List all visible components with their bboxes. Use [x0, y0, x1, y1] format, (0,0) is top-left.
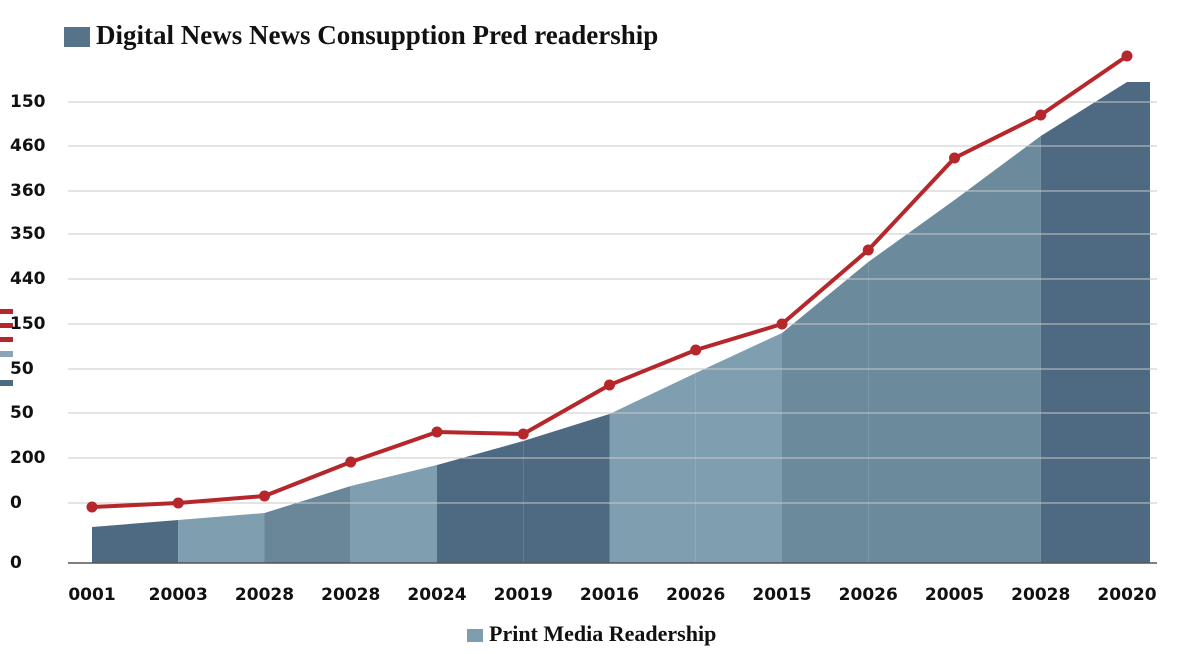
- legend-fragment: [0, 351, 13, 357]
- area-segment: [1040, 82, 1127, 563]
- area-segment: [523, 414, 610, 563]
- line-marker: [862, 244, 874, 256]
- line-marker: [776, 318, 788, 330]
- y-tick-label: 0: [10, 493, 22, 513]
- y-tick-label: 460: [10, 136, 46, 156]
- line-marker: [604, 379, 615, 391]
- y-tick-label: 360: [10, 181, 46, 201]
- legend-fragment: [0, 309, 13, 314]
- area-segment: [92, 520, 179, 563]
- y-tick-label: 0: [10, 553, 22, 573]
- x-tick-label: 20005: [925, 585, 984, 605]
- y-tick-label: 350: [10, 224, 46, 244]
- x-tick-label: 20019: [494, 585, 553, 605]
- area-segment: [868, 200, 955, 563]
- line-marker: [345, 456, 357, 468]
- legend-label: Print Media Readership: [489, 621, 716, 646]
- x-tick-label: 20026: [839, 585, 898, 605]
- area-tail: [1127, 82, 1150, 563]
- x-tick-label: 20028: [235, 585, 294, 605]
- line-marker: [259, 490, 270, 502]
- x-tick-label: 20016: [580, 585, 639, 605]
- area-segment: [695, 333, 782, 563]
- y-tick-label: 440: [10, 269, 46, 289]
- area-segment: [264, 486, 351, 563]
- legend-swatch: [467, 629, 483, 642]
- legend-fragment: [0, 323, 13, 328]
- area-segment: [954, 136, 1041, 563]
- legend-fragment: [0, 337, 13, 342]
- area-segment: [178, 513, 265, 563]
- y-tick-label: 50: [10, 403, 34, 423]
- legend-fragment: [0, 380, 13, 386]
- line-marker: [1121, 50, 1133, 62]
- line-marker: [431, 426, 443, 438]
- y-tick-label: 50: [10, 359, 34, 379]
- line-marker: [1035, 109, 1047, 121]
- line-marker: [517, 428, 529, 440]
- area-segment: [437, 441, 524, 563]
- line-marker: [86, 501, 98, 513]
- y-tick-label: 150: [10, 92, 46, 112]
- x-tick-label: 20020: [1097, 585, 1156, 605]
- line-marker: [949, 152, 960, 164]
- area-segment: [350, 465, 437, 563]
- x-tick-label: 20028: [1011, 585, 1070, 605]
- x-tick-label: 20028: [321, 585, 380, 605]
- x-tick-label: 20003: [149, 585, 208, 605]
- x-tick-label: 20015: [752, 585, 811, 605]
- chart-title: Digital News News Consupption Pred reade…: [96, 20, 658, 50]
- x-tick-label: 20024: [407, 585, 466, 605]
- x-tick-label: 0001: [68, 585, 115, 605]
- y-tick-label: 200: [10, 448, 46, 468]
- area-segment: [609, 373, 696, 563]
- line-marker: [172, 497, 184, 509]
- title-swatch: [64, 27, 90, 47]
- y-tick-label: 150: [10, 314, 46, 334]
- x-tick-label: 20026: [666, 585, 725, 605]
- line-marker: [690, 344, 702, 356]
